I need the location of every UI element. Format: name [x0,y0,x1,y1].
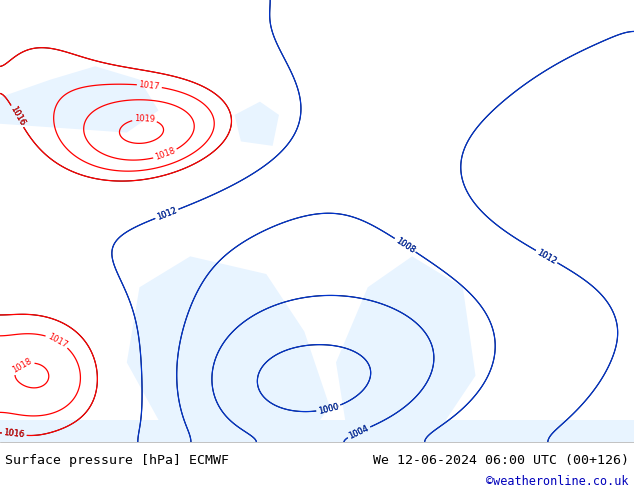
Text: 1000: 1000 [317,402,340,416]
Text: 1017: 1017 [46,332,68,350]
Text: 1018: 1018 [11,356,34,375]
Text: 1012: 1012 [535,247,558,266]
Text: 1008: 1008 [394,236,417,255]
Text: We 12-06-2024 06:00 UTC (00+126): We 12-06-2024 06:00 UTC (00+126) [373,454,629,467]
Polygon shape [235,101,279,146]
Text: 1017: 1017 [138,80,160,92]
Text: 1018: 1018 [154,147,177,162]
Polygon shape [127,256,330,442]
Text: 1016: 1016 [3,429,25,440]
Text: 1008: 1008 [394,236,417,255]
Text: 1019: 1019 [134,114,155,124]
Text: 1004: 1004 [347,423,370,441]
Polygon shape [0,66,158,133]
Text: 1004: 1004 [347,423,370,441]
Text: 1016: 1016 [8,105,27,128]
Text: 1000: 1000 [317,402,340,416]
Polygon shape [336,256,476,442]
Polygon shape [0,420,634,442]
Text: 1012: 1012 [535,247,558,266]
Text: Surface pressure [hPa] ECMWF: Surface pressure [hPa] ECMWF [5,454,229,467]
Text: ©weatheronline.co.uk: ©weatheronline.co.uk [486,475,629,488]
Text: 1012: 1012 [155,206,178,222]
Text: 1016: 1016 [3,429,25,440]
Text: 1012: 1012 [155,206,178,222]
Text: 1016: 1016 [8,105,27,128]
